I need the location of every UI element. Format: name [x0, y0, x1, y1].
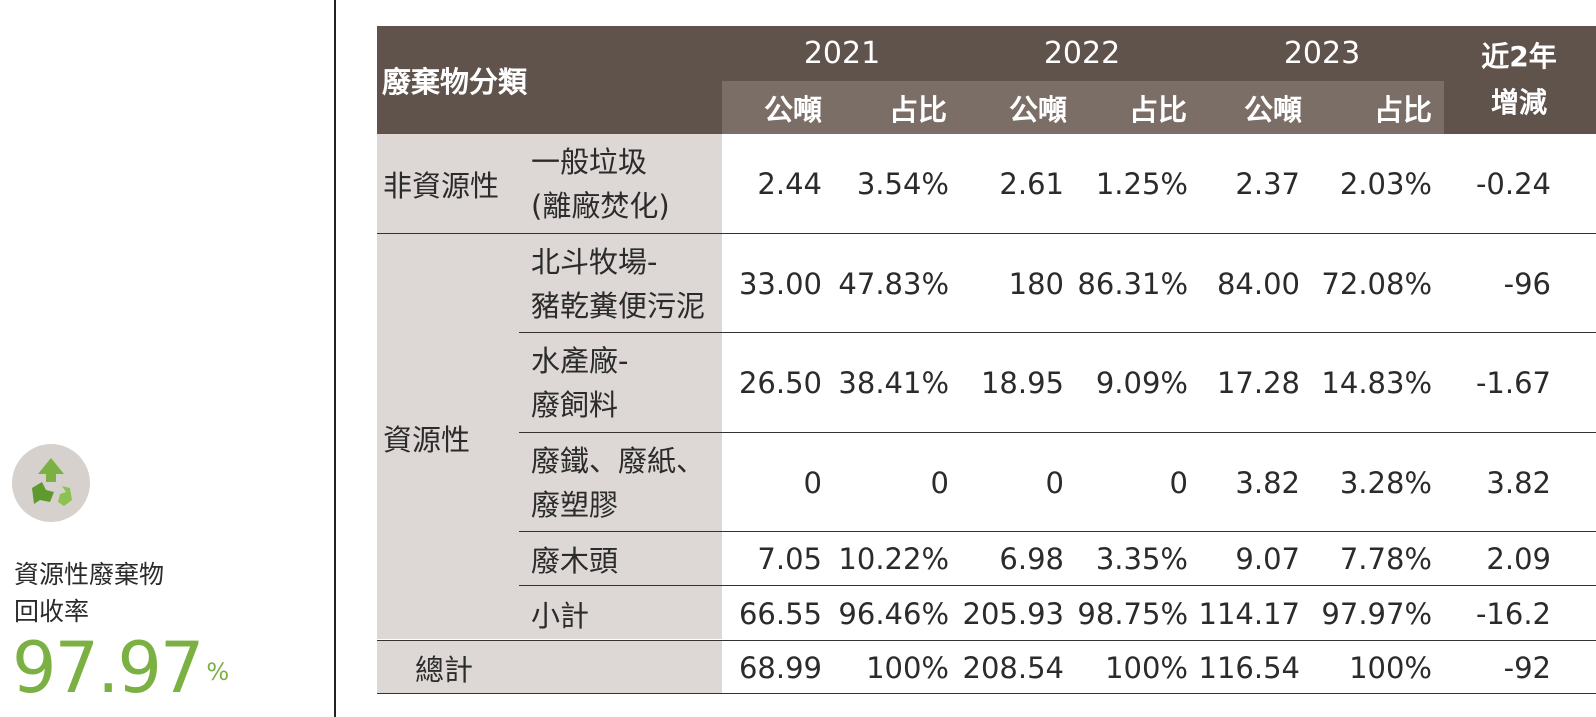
row-2-value-7: -96 [1503, 266, 1551, 301]
total-value-6: 100% [1349, 650, 1432, 685]
row-1-value-4: 1.25% [1095, 167, 1188, 201]
recovery-rate-panel: 資源性廢棄物 回收率 97.97% [0, 0, 336, 717]
row-5-value-7: 2.09 [1486, 542, 1551, 576]
row-2-value-2: 47.83% [838, 266, 949, 301]
header-change-line2: 增減 [1490, 86, 1547, 119]
row-4-value-6: 3.28% [1339, 465, 1432, 500]
row-6-value-4: 98.75% [1077, 596, 1188, 631]
row-2-value-3: 180 [1008, 266, 1064, 301]
rule-2 [519, 332, 1596, 333]
row-3-value-3: 18.95 [980, 366, 1064, 400]
row-3-value-4: 9.09% [1095, 366, 1188, 400]
total-label: 總計 [415, 652, 474, 687]
total-label-bg [377, 641, 722, 694]
rule-5 [519, 585, 1596, 586]
subheader-ratio-2022: 占比 [1077, 81, 1187, 134]
row-6-value-3: 205.93 [962, 596, 1064, 631]
row-1-value-7: -0.24 [1475, 167, 1551, 201]
rule-3 [519, 432, 1596, 433]
item-row-5: 廢木頭 [531, 544, 619, 578]
group-resource: 資源性 [383, 422, 471, 457]
row-1-value-2: 3.54% [856, 167, 949, 201]
header-change-line1: 近2年 [1481, 40, 1557, 73]
row-3-value-6: 14.83% [1321, 366, 1432, 400]
header-year-2021: 2021 [722, 26, 962, 81]
row-2-value-5: 84.00 [1216, 266, 1300, 301]
subheader-ratio-2023: 占比 [1322, 81, 1432, 134]
row-4-value-7: 3.82 [1486, 465, 1551, 500]
item-row-4-l1: 廢鐵、廢紙、 [531, 443, 706, 478]
item-row-3-l2: 廢飼料 [531, 388, 619, 422]
total-value-2: 100% [866, 650, 949, 685]
row-2-value-6: 72.08% [1321, 266, 1432, 301]
subheader-unit-2021: 公噸 [722, 81, 822, 134]
row-5-value-4: 3.35% [1095, 542, 1188, 576]
item-row-2: 北斗牧場- 豬乾糞便污泥 [531, 234, 721, 333]
row-5-value-6: 7.78% [1339, 542, 1432, 576]
row-2-value-4: 86.31% [1077, 266, 1188, 301]
row-5-value-5: 9.07 [1235, 542, 1300, 576]
item-row-6: 小計 [531, 598, 590, 633]
item-row-1-l2: (離廠焚化) [531, 189, 670, 223]
recycle-icon [12, 444, 90, 522]
total-value-4: 100% [1105, 650, 1188, 685]
item-row-1-l1: 一般垃圾 [531, 145, 648, 179]
header-year-2022: 2022 [962, 26, 1202, 81]
row-5-value-1: 7.05 [757, 542, 822, 576]
row-4-value-3: 0 [1045, 465, 1064, 500]
row-6-value-6: 97.97% [1321, 596, 1432, 631]
total-value-1: 68.99 [738, 650, 822, 685]
header-year-2023: 2023 [1202, 26, 1442, 81]
header-category: 廢棄物分類 [382, 26, 712, 134]
rule-1 [377, 233, 1596, 234]
rule-4 [519, 531, 1596, 532]
item-row-2-l1: 北斗牧場- [531, 244, 658, 279]
rate-number: 97.97 [12, 627, 204, 709]
header-change: 近2年 增減 [1444, 26, 1594, 134]
subheader-unit-2022: 公噸 [967, 81, 1067, 134]
item-row-3: 水產廠- 廢飼料 [531, 333, 721, 433]
row-6-value-2: 96.46% [838, 596, 949, 631]
row-4-value-2: 0 [930, 465, 949, 500]
group-non-resource: 非資源性 [383, 169, 500, 203]
row-4-value-1: 0 [803, 465, 822, 500]
row-3-value-2: 38.41% [838, 366, 949, 400]
rule-6 [377, 640, 1596, 641]
row-3-value-5: 17.28 [1216, 366, 1300, 400]
row-6-value-5: 114.17 [1198, 596, 1300, 631]
row-1-value-1: 2.44 [757, 167, 822, 201]
row-1-value-5: 2.37 [1235, 167, 1300, 201]
recovery-rate-label: 資源性廢棄物 回收率 [14, 556, 164, 630]
subheader-unit-2023: 公噸 [1202, 81, 1302, 134]
recovery-rate-value: 97.97% [12, 628, 229, 708]
label-line-1: 資源性廢棄物 [14, 560, 165, 589]
item-row-3-l1: 水產廠- [531, 344, 629, 378]
group-col-bg [377, 134, 722, 639]
row-4-value-4: 0 [1169, 465, 1188, 500]
row-6-value-1: 66.55 [738, 596, 822, 631]
rate-unit: % [206, 658, 230, 686]
row-5-value-2: 10.22% [838, 542, 949, 576]
total-value-7: -92 [1503, 650, 1551, 685]
item-row-2-l2: 豬乾糞便污泥 [531, 288, 706, 323]
rule-7 [377, 693, 1596, 694]
item-row-1: 一般垃圾 (離廠焚化) [531, 134, 721, 234]
item-row-4: 廢鐵、廢紙、 廢塑膠 [531, 433, 721, 532]
row-1-value-3: 2.61 [999, 167, 1064, 201]
total-value-3: 208.54 [962, 650, 1064, 685]
row-3-value-1: 26.50 [738, 366, 822, 400]
row-2-value-1: 33.00 [738, 266, 822, 301]
row-4-value-5: 3.82 [1235, 465, 1300, 500]
item-row-4-l2: 廢塑膠 [531, 487, 619, 522]
row-1-value-6: 2.03% [1339, 167, 1432, 201]
subheader-ratio-2021: 占比 [837, 81, 947, 134]
panel-divider [334, 0, 336, 717]
total-value-5: 116.54 [1198, 650, 1300, 685]
label-line-2: 回收率 [14, 597, 90, 626]
row-6-value-7: -16.2 [1475, 596, 1551, 631]
row-5-value-3: 6.98 [999, 542, 1064, 576]
row-3-value-7: -1.67 [1475, 366, 1551, 400]
